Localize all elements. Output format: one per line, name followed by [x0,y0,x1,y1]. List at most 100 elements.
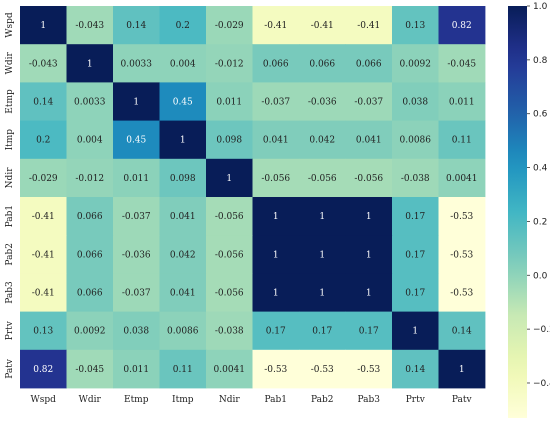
cell-annotation: 0.45 [126,136,146,146]
cell-annotation: 1 [180,136,186,146]
heatmap-cell-pab3-etmp [113,273,160,312]
heatmap-cell-wspd-wspd [20,6,67,45]
cell-annotation: -0.043 [29,59,58,69]
cell-annotation: 0.45 [173,98,193,108]
cell-annotation: 0.041 [170,289,196,299]
x-tick-label-etmp: Etmp [124,395,149,405]
cell-annotation: -0.037 [354,98,383,108]
cell-annotation: 0.041 [356,136,382,146]
heatmap-cell-pab2-ndir [206,235,253,274]
heatmap-cell-pab1-pab3 [345,197,393,236]
heatmap-cell-pab2-wdir [66,235,114,274]
cell-annotation: -0.056 [215,289,244,299]
heatmap-cell-wspd-pab3 [345,6,393,45]
colorbar-tick-label: 0.0 [533,271,548,281]
y-tick-label-wspd: Wspd [5,12,15,38]
heatmap-cell-pab3-itmp [159,273,207,312]
cell-annotation: 0.17 [266,327,286,337]
colorbar-tick-label: −0.2 [533,325,550,335]
heatmap-cell-prtv-pab2 [299,311,346,351]
heatmap-cell-wdir-ndir [206,44,253,83]
cell-annotation: 0.098 [216,136,242,146]
x-tick-label-patv: Patv [452,395,473,405]
colorbar-tick-label: 0.4 [533,164,548,174]
heatmap-cell-pab2-pab3 [345,235,393,274]
heatmap-cell-wdir-pab2 [299,44,346,83]
cell-annotation: 0.041 [263,136,289,146]
heatmap-cell-wspd-etmp [113,6,160,45]
heatmap-cell-ndir-pab1 [252,158,300,198]
heatmap-cell-pab1-pab2 [299,197,346,236]
cell-annotation: 0.066 [356,59,382,69]
heatmap-cell-ndir-itmp [159,158,207,198]
cell-annotation: 0.11 [173,365,193,375]
heatmap-cell-wdir-pab1 [252,44,300,83]
cell-annotation: 1 [273,250,279,260]
cell-annotation: -0.41 [32,250,55,260]
cell-annotation: 0.038 [123,327,149,337]
x-tick-label-prtv: Prtv [406,395,426,405]
heatmap-cell-etmp-itmp [159,82,207,121]
heatmap-cell-pab2-prtv [392,235,439,274]
cell-annotation: -0.53 [450,250,473,260]
heatmap-cell-pab3-pab1 [252,273,300,312]
cell-annotation: -0.012 [215,59,244,69]
heatmap-cell-wspd-ndir [206,6,253,45]
cell-annotation: -0.53 [264,365,287,375]
heatmap-cell-ndir-wdir [66,158,114,198]
y-tick-label-etmp: Etmp [5,89,15,114]
heatmap-cell-ndir-etmp [113,158,160,198]
cell-annotation: 0.042 [309,136,335,146]
cell-annotation: 0.14 [126,21,146,31]
heatmap-cell-patv-wdir [66,349,114,389]
heatmap-cell-itmp-itmp [159,120,207,160]
cell-annotation: 1 [133,98,139,108]
heatmap-cell-patv-wspd [20,349,67,389]
heatmap-cell-pab1-ndir [206,197,253,236]
cell-annotation: 0.2 [36,136,50,146]
cell-annotation: -0.41 [32,212,55,222]
heatmap-cell-itmp-pab1 [252,120,300,160]
heatmap-cell-pab1-pab1 [252,197,300,236]
heatmap-cell-pab2-wspd [20,235,67,274]
cell-annotation: 0.17 [312,327,332,337]
cell-annotation: 0.011 [449,98,475,108]
cell-annotation: 0.041 [170,212,196,222]
heatmap-cell-pab3-ndir [206,273,253,312]
heatmap-cell-pab2-patv [438,235,486,274]
heatmap-cell-pab2-itmp [159,235,207,274]
cell-annotation: 0.0041 [446,174,478,184]
heatmap-cell-wspd-pab1 [252,6,300,45]
cell-annotation: -0.41 [264,21,287,31]
cell-annotation: 0.82 [33,365,53,375]
cell-annotation: 0.0041 [214,365,246,375]
heatmap-cell-wspd-itmp [159,6,207,45]
cell-annotation: -0.53 [450,289,473,299]
cell-annotation: 1 [273,289,279,299]
cell-annotation: 1 [366,250,372,260]
heatmap-cell-itmp-pab3 [345,120,393,160]
cell-annotation: 0.066 [77,212,103,222]
cell-annotation: 0.14 [33,98,53,108]
heatmap-cell-pab1-patv [438,197,486,236]
cell-annotation: 0.0033 [121,59,153,69]
heatmap-cell-prtv-wdir [66,311,114,351]
cell-annotation: -0.41 [311,21,334,31]
heatmap-cell-pab2-etmp [113,235,160,274]
cell-annotation: 0.066 [77,289,103,299]
heatmap-cell-ndir-ndir [206,158,253,198]
cell-annotation: -0.038 [215,327,244,337]
cell-annotation: -0.045 [447,59,476,69]
heatmap-cell-patv-pab3 [345,349,393,389]
heatmap-cell-wdir-etmp [113,44,160,83]
heatmap-cell-ndir-pab2 [299,158,346,198]
cell-annotation: 1 [459,365,465,375]
heatmap-cell-etmp-pab3 [345,82,393,121]
cell-annotation: 1 [366,289,372,299]
cell-annotation: -0.036 [122,250,151,260]
heatmap-cell-itmp-prtv [392,120,439,160]
cell-annotation: 0.011 [123,174,149,184]
cell-annotation: 0.17 [405,250,425,260]
cell-annotation: 0.14 [405,365,425,375]
y-tick-label-pab2: Pab2 [5,243,15,266]
